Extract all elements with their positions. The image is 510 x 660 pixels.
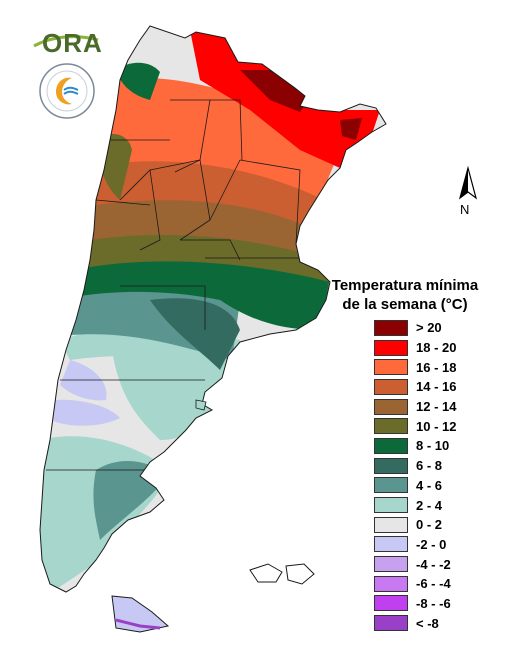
- legend-item: 2 - 4: [374, 495, 456, 515]
- legend-label: > 20: [416, 320, 442, 336]
- legend-swatch: [374, 516, 408, 533]
- zone-minus2-0-b: [50, 399, 120, 426]
- legend-swatch: [374, 575, 408, 592]
- legend-item: 4 - 6: [374, 476, 456, 496]
- legend-swatch: [374, 359, 408, 376]
- legend-item: 6 - 8: [374, 456, 456, 476]
- seal-icon: [39, 63, 95, 119]
- legend-swatch: [374, 556, 408, 573]
- legend-label: 16 - 18: [416, 359, 457, 375]
- north-arrow-icon: [458, 165, 478, 200]
- legend-label: -2 - 0: [416, 536, 447, 552]
- legend-label: 14 - 16: [416, 379, 457, 395]
- legend-label: -4 - -2: [416, 556, 451, 572]
- province-borders: [46, 99, 301, 471]
- legend-swatch: [374, 418, 408, 435]
- legend-swatch: [374, 319, 408, 336]
- legend-swatch: [374, 457, 408, 474]
- legend-swatch: [374, 378, 408, 395]
- legend-label: 6 - 8: [416, 458, 443, 474]
- legend-swatch: [374, 497, 408, 514]
- ora-logo-swoosh: [33, 35, 99, 48]
- legend-swatch: [374, 477, 408, 494]
- legend-label: < -8: [416, 615, 439, 631]
- legend-label: -6 - -4: [416, 576, 451, 592]
- legend-title-line2: de la semana (°C): [342, 296, 468, 313]
- legend-item: -8 - -6: [374, 594, 456, 614]
- legend-item: -4 - -2: [374, 554, 456, 574]
- zone-8-10-puna: [116, 62, 160, 100]
- legend-title-line1: Temperatura mínima: [331, 277, 479, 294]
- zone-6-8: [150, 298, 240, 370]
- legend: > 20 18 - 20 16 - 18 14 - 16 12 - 14 10 - 12 8…: [374, 318, 456, 633]
- legend-label: 10 - 12: [416, 418, 457, 434]
- zone-12-14: [90, 195, 310, 255]
- legend-label: 12 - 14: [416, 399, 457, 415]
- legend-label: 8 - 10: [416, 438, 450, 454]
- legend-swatch: [374, 339, 408, 356]
- legend-label: 4 - 6: [416, 477, 443, 493]
- legend-item: 14 - 16: [374, 377, 456, 397]
- legend-swatch: [374, 437, 408, 454]
- legend-item: 18 - 20: [374, 338, 456, 358]
- legend-item: 12 - 14: [374, 397, 456, 417]
- legend-swatch: [374, 595, 408, 612]
- zone-gt20-b: [340, 118, 362, 140]
- legend-swatch: [374, 398, 408, 415]
- legend-item: -6 - -4: [374, 574, 456, 594]
- legend-item: > 20: [374, 318, 456, 338]
- malvinas-islands: [249, 563, 315, 585]
- legend-label: 2 - 4: [416, 497, 443, 513]
- legend-item: 8 - 10: [374, 436, 456, 456]
- legend-item: 16 - 18: [374, 357, 456, 377]
- north-label: N: [460, 202, 470, 217]
- legend-swatch: [374, 615, 408, 632]
- legend-title: Temperatura mínima de la semana (°C): [326, 276, 484, 314]
- ora-logo-text: ORA: [42, 28, 103, 58]
- legend-item: < -8: [374, 613, 456, 633]
- legend-item: -2 - 0: [374, 535, 456, 555]
- legend-item: 10 - 12: [374, 416, 456, 436]
- legend-label: -8 - -6: [416, 595, 451, 611]
- legend-swatch: [374, 536, 408, 553]
- zone-16-18: [100, 77, 340, 198]
- legend-label: 18 - 20: [416, 340, 457, 356]
- legend-item: 0 - 2: [374, 515, 456, 535]
- legend-label: 0 - 2: [416, 517, 443, 533]
